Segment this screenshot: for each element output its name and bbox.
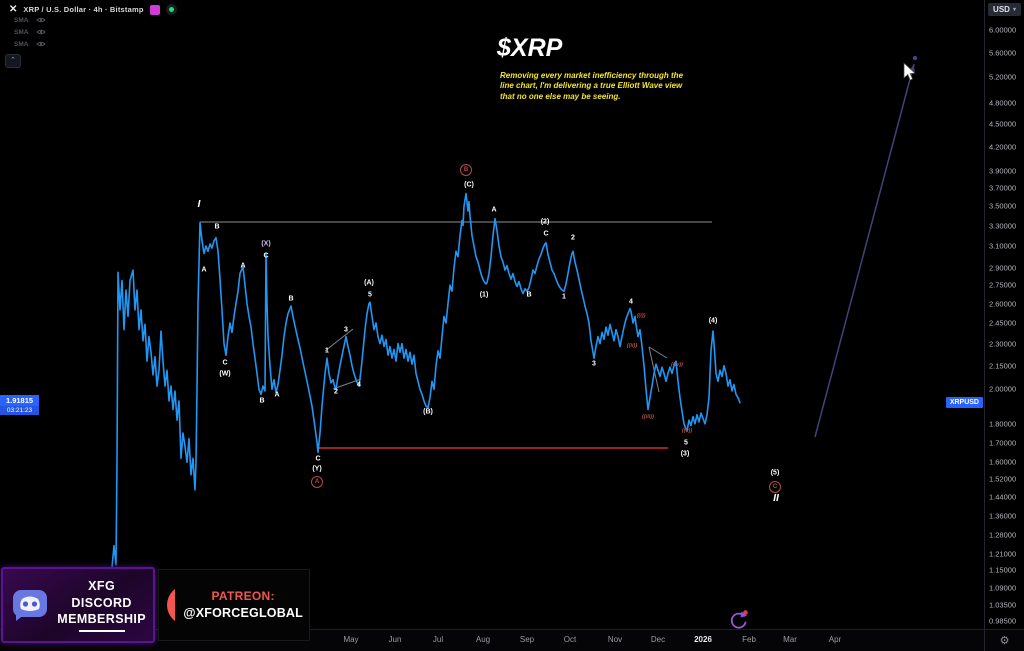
gear-icon[interactable]: ⚙ (999, 635, 1010, 647)
patreon-banner-line2: @XFORCEGLOBAL (183, 605, 303, 620)
legend-collapse-button[interactable]: ⌃ (5, 54, 21, 68)
discord-banner-line2: MEMBERSHIP (57, 611, 146, 626)
chart-annotation-subtitle: Removing every market inefficiency throu… (500, 71, 684, 101)
time-tick: Nov (607, 635, 623, 644)
price-tick: 6.00000 (989, 25, 1017, 35)
price-tick: 5.60000 (989, 48, 1017, 58)
time-tick: Sep (519, 635, 535, 644)
indicator-row-sma1[interactable]: SMA (14, 16, 47, 24)
drawing-anchor (913, 56, 917, 60)
projection-arrow (814, 56, 917, 438)
price-tick: 1.03500 (989, 600, 1017, 610)
discord-banner-line1: XFG DISCORD (71, 579, 132, 610)
indicator-label: SMA (14, 16, 29, 24)
price-tick: 2.00000 (989, 384, 1017, 394)
price-tick: 1.70000 (989, 438, 1017, 447)
eye-icon[interactable] (36, 16, 47, 24)
replay-icon[interactable] (726, 608, 750, 632)
price-tick: 3.50000 (989, 201, 1017, 211)
price-axis[interactable]: 6.00000 5.60000 5.20000 4.80000 4.50000 4.200… (984, 0, 1024, 630)
indicator-label: SMA (14, 40, 29, 48)
price-tick: 1.09000 (989, 583, 1017, 593)
time-tick: Jul (432, 635, 444, 644)
trendline (648, 346, 660, 393)
symbol-header[interactable]: ✕ XRP / U.S. Dollar · 4h · Bitstamp (9, 4, 177, 15)
price-tick: 1.36000 (989, 511, 1017, 520)
time-tick: May (343, 635, 359, 644)
current-price-value: 1.91815 (0, 395, 39, 406)
eye-icon[interactable] (36, 28, 47, 36)
price-tick: 2.90000 (989, 263, 1017, 273)
eye-icon[interactable] (36, 40, 47, 48)
price-tick: 3.70000 (989, 183, 1017, 193)
trendline (324, 328, 354, 352)
currency-toggle-button[interactable]: USD ▾ (988, 3, 1021, 16)
patreon-icon (167, 588, 176, 622)
price-tick: 1.60000 (989, 457, 1017, 467)
chevron-down-icon: ▾ (1012, 7, 1016, 13)
price-tick: 5.20000 (989, 72, 1017, 82)
indicator-row-sma2[interactable]: SMA (14, 28, 47, 36)
chart-annotation-title: $XRP (497, 34, 563, 62)
time-tick: Aug (475, 635, 491, 644)
discord-membership-banner[interactable]: XFG DISCORD MEMBERSHIP (1, 567, 155, 643)
time-tick: 2026 (694, 635, 712, 644)
price-tick: 1.44000 (989, 492, 1017, 502)
price-line (111, 192, 741, 569)
time-tick: Oct (563, 635, 577, 644)
scale-settings-corner[interactable]: ⚙ (984, 629, 1024, 651)
pair-price-tag: XRPUSD (945, 397, 983, 408)
time-tick: Feb (742, 635, 756, 644)
time-tick: Mar (783, 635, 797, 644)
time-tick: Jun (388, 635, 402, 644)
price-tick: 1.28000 (989, 530, 1017, 540)
price-tick: 1.15000 (989, 565, 1017, 575)
market-status-icon (165, 4, 177, 15)
flag-icon[interactable] (149, 4, 160, 15)
price-tick: 4.50000 (989, 119, 1017, 129)
time-tick: Apr (828, 635, 842, 644)
close-icon[interactable]: ✕ (9, 4, 18, 15)
notification-dot (743, 610, 748, 615)
trendline (648, 346, 668, 359)
price-tick: 4.20000 (989, 142, 1017, 152)
price-tick: 3.90000 (989, 166, 1017, 176)
indicator-row-sma3[interactable]: SMA (14, 40, 47, 48)
price-tick: 0.98500 (989, 616, 1017, 626)
price-tick: 2.60000 (989, 299, 1017, 308)
price-tick: 1.21000 (989, 549, 1017, 559)
price-tick: 2.30000 (989, 339, 1017, 349)
arrowhead (909, 64, 915, 73)
symbol-title[interactable]: XRP / U.S. Dollar · 4h · Bitstamp (23, 5, 144, 14)
price-tick: 4.80000 (989, 98, 1017, 108)
price-tick: 1.80000 (989, 419, 1017, 429)
patreon-banner[interactable]: PATREON: @XFORCEGLOBAL (158, 569, 310, 641)
discord-icon (13, 590, 47, 621)
price-tick: 3.30000 (989, 221, 1017, 230)
price-tick: 2.15000 (989, 361, 1017, 371)
indicator-label: SMA (14, 28, 29, 36)
current-price-label: 1.91815 03:21:23 (0, 395, 39, 415)
patreon-banner-line1: PATREON: (211, 589, 275, 604)
price-tick: 1.52000 (989, 474, 1017, 484)
chart-drawings (200, 221, 712, 449)
price-tick: 2.45000 (989, 318, 1017, 328)
divider (78, 630, 125, 632)
currency-label: USD (993, 5, 1010, 14)
time-tick: Dec (650, 635, 666, 644)
price-tick: 3.10000 (989, 241, 1017, 251)
price-tick: 2.75000 (989, 280, 1017, 290)
bar-countdown: 03:21:23 (0, 406, 39, 415)
